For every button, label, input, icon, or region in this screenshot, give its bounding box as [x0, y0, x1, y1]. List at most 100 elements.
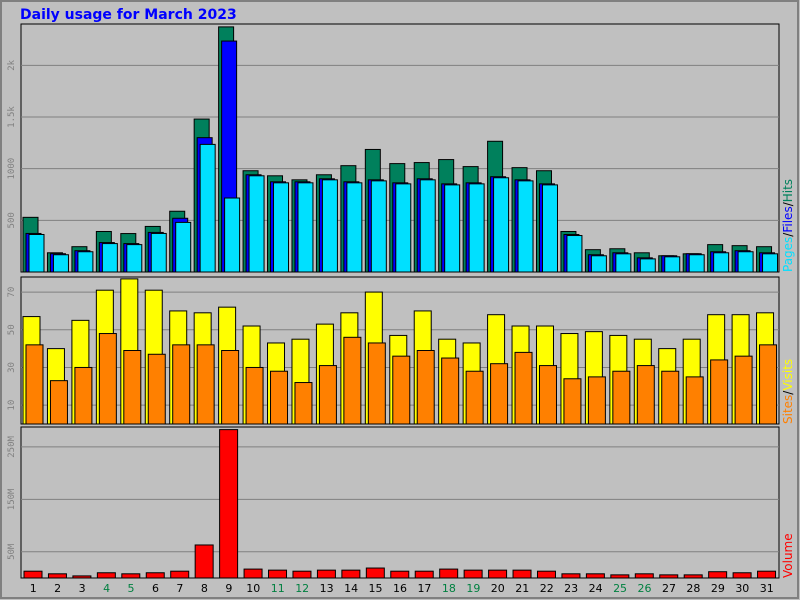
bar [517, 180, 534, 273]
x-tick-label: 4 [103, 582, 110, 595]
bar [465, 370, 484, 425]
bar [759, 344, 778, 425]
bar [199, 143, 216, 273]
bar [757, 570, 777, 579]
bar [713, 252, 730, 273]
bar [273, 182, 290, 273]
bar [297, 182, 314, 273]
bar [294, 382, 313, 425]
legend-separator: / [781, 201, 795, 206]
bar [268, 569, 288, 579]
bar [292, 570, 312, 579]
bar [661, 370, 680, 425]
bar [270, 370, 289, 425]
legend-entry: Sites [781, 395, 795, 424]
legend: Pages/Files/Hits [781, 179, 795, 272]
legend-entry: Files [781, 206, 795, 232]
bar [441, 357, 460, 425]
x-tick-label: 16 [393, 582, 407, 595]
bar [343, 336, 362, 425]
bar [587, 376, 606, 425]
bar [514, 351, 533, 425]
x-tick-label: 13 [320, 582, 334, 595]
x-tick-label: 20 [491, 582, 505, 595]
bar [370, 180, 387, 273]
x-tick-label: 15 [369, 582, 383, 595]
bar [248, 175, 265, 273]
y-tick-label: 50 [7, 324, 17, 335]
bar [196, 344, 215, 425]
bar [147, 353, 166, 425]
x-tick-label: 6 [152, 582, 159, 595]
bar [390, 570, 410, 579]
bar [150, 232, 167, 273]
bar [74, 366, 93, 425]
x-tick-label: 18 [442, 582, 456, 595]
bar [28, 233, 45, 273]
bar [563, 378, 582, 425]
x-tick-label: 8 [201, 582, 208, 595]
x-tick-label: 17 [417, 582, 431, 595]
bar [493, 177, 510, 273]
bar [365, 567, 385, 579]
bar [175, 221, 192, 273]
bar [734, 355, 753, 425]
legend-entry: Pages [781, 237, 795, 272]
x-tick-label: 21 [515, 582, 529, 595]
bar [444, 184, 461, 273]
x-tick-label: 22 [540, 582, 554, 595]
bar [634, 573, 654, 579]
legend-separator: / [781, 390, 795, 395]
bar [47, 573, 67, 579]
y-tick-label: 70 [7, 287, 17, 298]
y-tick-label: 30 [7, 362, 17, 373]
bar [615, 253, 632, 273]
bar [610, 574, 630, 579]
x-tick-label: 12 [295, 582, 309, 595]
y-tick-label: 2k [7, 59, 17, 70]
x-tick-label: 19 [466, 582, 480, 595]
bar [414, 570, 434, 579]
bar [439, 568, 459, 579]
bar [737, 251, 754, 273]
bar [639, 258, 656, 273]
y-tick-label: 500 [7, 212, 17, 228]
chart-title: Daily usage for March 2023 [20, 7, 237, 23]
x-tick-label: 30 [735, 582, 749, 595]
bar [708, 571, 728, 579]
bar [683, 574, 703, 579]
x-tick-label: 28 [686, 582, 700, 595]
legend-entry: Hits [781, 179, 795, 202]
bar [538, 365, 557, 425]
bar [612, 370, 631, 425]
bar [245, 366, 264, 425]
bar [561, 573, 581, 579]
x-tick-label: 23 [564, 582, 578, 595]
legend: Volume [781, 533, 795, 578]
legend-entry: Visits [781, 359, 795, 391]
bar [219, 429, 239, 579]
bar [52, 254, 69, 273]
bar [367, 342, 386, 425]
legend-separator: / [781, 232, 795, 237]
bar [541, 184, 558, 273]
x-tick-label: 11 [271, 582, 285, 595]
x-tick-label: 25 [613, 582, 627, 595]
y-tick-label: 10 [7, 400, 17, 411]
x-tick-label: 2 [54, 582, 61, 595]
bar [688, 254, 705, 273]
bar [145, 572, 165, 579]
bar [96, 572, 116, 579]
bar [346, 182, 363, 273]
bar [221, 350, 240, 425]
bar [710, 359, 729, 425]
bar [536, 570, 556, 579]
bar [664, 256, 681, 273]
bar [101, 243, 118, 273]
bar [392, 355, 411, 425]
bar [685, 376, 704, 425]
bar [395, 183, 412, 273]
bar [126, 244, 143, 273]
bar [636, 365, 655, 425]
